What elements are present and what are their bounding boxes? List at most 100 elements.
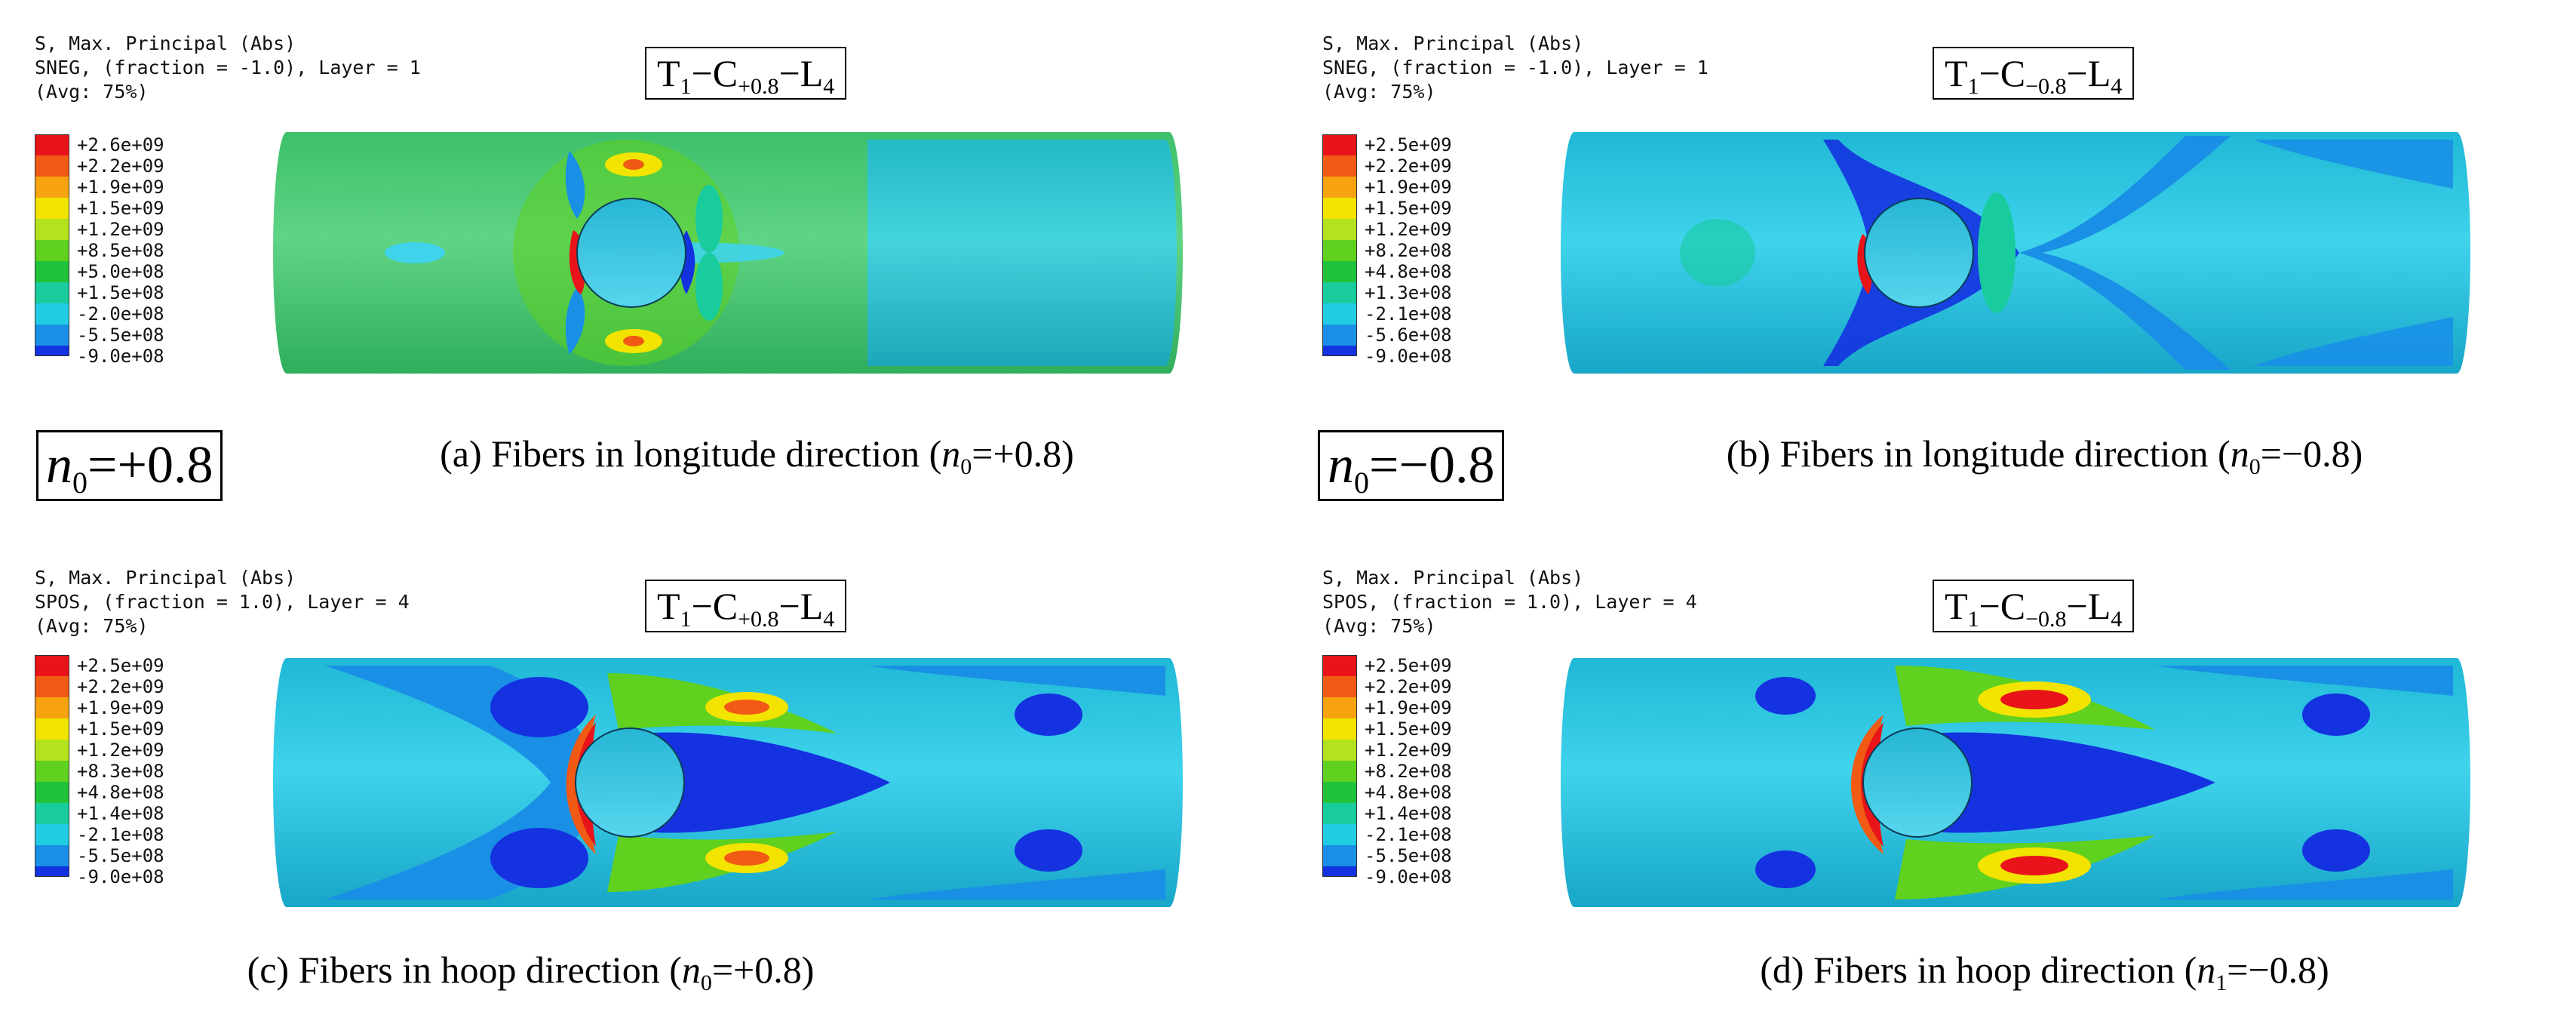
legend-value: -2.0e+08 (77, 303, 164, 324)
legend-swatch (35, 761, 69, 782)
panel-caption: (c) Fibers in hoop direction (n0=+0.8) (247, 949, 815, 995)
legend-swatch (1322, 346, 1357, 356)
configuration-label: T1−C+0.8−L4 (645, 580, 847, 632)
legend-value: -5.6e+08 (1365, 324, 1452, 346)
legend-row: +8.2e+08 (1322, 240, 1452, 261)
legend-swatch (35, 219, 69, 240)
legend-row: +2.2e+09 (35, 155, 164, 177)
panel-header: S, Max. Principal (Abs) SNEG, (fraction =… (1322, 32, 1709, 104)
legend-value: -9.0e+08 (77, 866, 164, 887)
legend-swatch (35, 697, 69, 718)
legend-row: +2.5e+09 (1322, 655, 1452, 676)
legend-row: +1.2e+09 (35, 740, 164, 761)
legend-value: +1.2e+09 (1365, 219, 1452, 240)
configuration-label: T1−C−0.8−L4 (1933, 47, 2135, 100)
legend-row: +1.5e+09 (35, 718, 164, 740)
legend-value: +1.5e+09 (77, 198, 164, 219)
legend-row: -5.5e+08 (35, 845, 164, 866)
legend-value: +4.8e+08 (1365, 782, 1452, 803)
panel-caption: (d) Fibers in hoop direction (n1=−0.8) (1760, 949, 2329, 995)
legend-swatch (1322, 740, 1357, 761)
header-line: SNEG, (fraction = -1.0), Layer = 1 (1322, 57, 1709, 78)
legend-swatch (35, 261, 69, 282)
legend-swatch (35, 803, 69, 824)
legend-value: -2.1e+08 (1365, 824, 1452, 845)
legend-value: +1.5e+09 (1365, 198, 1452, 219)
contour-plate (1561, 132, 2470, 374)
configuration-label: T1−C+0.8−L4 (645, 47, 847, 100)
legend-value: +8.5e+08 (77, 240, 164, 261)
legend-swatch (1322, 803, 1357, 824)
legend-value: -5.5e+08 (1365, 845, 1452, 866)
legend-value: -5.5e+08 (77, 324, 164, 346)
legend-value: +1.5e+08 (77, 282, 164, 303)
panel-a: S, Max. Principal (Abs) SNEG, (fraction =… (0, 0, 1288, 507)
legend-row: +4.8e+08 (35, 782, 164, 803)
legend-swatch (35, 177, 69, 198)
row-label-n0-negative: n0=−0.8 (1318, 430, 1505, 501)
header-line: S, Max. Principal (Abs) (35, 32, 296, 54)
legend-swatch (1322, 134, 1357, 155)
legend-value: +8.2e+08 (1365, 240, 1452, 261)
legend-row: -2.0e+08 (35, 303, 164, 324)
legend-row: -2.1e+08 (1322, 303, 1452, 324)
legend-row: +1.5e+08 (35, 282, 164, 303)
legend-row: +1.9e+09 (35, 177, 164, 198)
legend-row: -5.6e+08 (1322, 324, 1452, 346)
legend-swatch (1322, 240, 1357, 261)
legend-row: +2.2e+09 (1322, 155, 1452, 177)
legend-swatch (1322, 324, 1357, 346)
legend-swatch (35, 198, 69, 219)
legend-value: +1.2e+09 (77, 219, 164, 240)
legend-swatch (1322, 782, 1357, 803)
legend-value: +1.2e+09 (77, 740, 164, 761)
panel-b: S, Max. Principal (Abs) SNEG, (fraction =… (1288, 0, 2575, 507)
header-line: SNEG, (fraction = -1.0), Layer = 1 (35, 57, 421, 78)
legend-value: +1.5e+09 (1365, 718, 1452, 740)
legend-row: +5.0e+08 (35, 261, 164, 282)
legend-row: +4.8e+08 (1322, 782, 1452, 803)
legend-swatch (1322, 845, 1357, 866)
legend-swatch (35, 845, 69, 866)
legend-row: -2.1e+08 (1322, 824, 1452, 845)
color-legend: +2.5e+09 +2.2e+09 +1.9e+09 +1.5e+09 +1.2e+09… (35, 655, 164, 887)
legend-swatch (35, 324, 69, 346)
legend-value: +2.6e+09 (77, 134, 164, 155)
legend-row: +1.4e+08 (1322, 803, 1452, 824)
legend-row: -5.5e+08 (1322, 845, 1452, 866)
contour-plate (273, 132, 1183, 374)
legend-row: +4.8e+08 (1322, 261, 1452, 282)
legend-swatch (35, 346, 69, 356)
legend-swatch (35, 155, 69, 177)
legend-value: -9.0e+08 (1365, 346, 1452, 367)
legend-swatch (1322, 303, 1357, 324)
legend-row: +1.9e+09 (1322, 697, 1452, 718)
legend-value: +5.0e+08 (77, 261, 164, 282)
header-line: (Avg: 75%) (1322, 615, 1436, 637)
legend-row: -9.0e+08 (35, 346, 164, 367)
legend-swatch (1322, 219, 1357, 240)
panel-header: S, Max. Principal (Abs) SNEG, (fraction =… (35, 32, 421, 104)
legend-value: -9.0e+08 (77, 346, 164, 367)
legend-row: +1.5e+09 (35, 198, 164, 219)
legend-swatch (35, 782, 69, 803)
legend-swatch (1322, 761, 1357, 782)
header-line: SPOS, (fraction = 1.0), Layer = 4 (35, 591, 410, 613)
legend-value: +2.2e+09 (77, 676, 164, 697)
header-line: S, Max. Principal (Abs) (1322, 32, 1584, 54)
legend-value: +1.2e+09 (1365, 740, 1452, 761)
legend-swatch (35, 134, 69, 155)
panel-header: S, Max. Principal (Abs) SPOS, (fraction =… (35, 566, 410, 638)
legend-value: +1.5e+09 (77, 718, 164, 740)
legend-value: +1.9e+09 (1365, 177, 1452, 198)
legend-value: -2.1e+08 (1365, 303, 1452, 324)
legend-row: +1.9e+09 (1322, 177, 1452, 198)
legend-swatch (35, 824, 69, 845)
legend-swatch (1322, 824, 1357, 845)
legend-row: +8.2e+08 (1322, 761, 1452, 782)
panel-c: S, Max. Principal (Abs) SPOS, (fraction =… (0, 507, 1288, 1014)
panel-caption: (b) Fibers in longitude direction (n0=−0… (1726, 432, 2363, 479)
legend-swatch (1322, 866, 1357, 877)
header-line: SPOS, (fraction = 1.0), Layer = 4 (1322, 591, 1697, 613)
legend-value: +2.2e+09 (77, 155, 164, 177)
